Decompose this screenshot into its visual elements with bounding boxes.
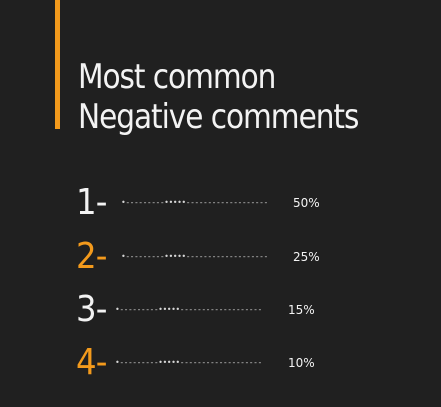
page-title: Most common Negative comments: [78, 57, 359, 137]
rank-number: 1-: [76, 182, 107, 223]
comment-item: 4- •---------•••••------------------- 10…: [76, 342, 321, 384]
comment-item: 1- •---------•••••------------------- 50…: [76, 182, 326, 224]
comment-percentage: 50%: [293, 196, 320, 210]
accent-bar: [55, 0, 60, 129]
comment-item: 2- •---------•••••------------------- 25…: [76, 236, 326, 278]
rank-number: 4-: [76, 342, 107, 383]
redacted-comment-text: •---------•••••-------------------: [115, 358, 262, 367]
comment-percentage: 15%: [288, 303, 315, 317]
rank-number: 3-: [76, 289, 107, 330]
rank-number: 2-: [76, 236, 107, 277]
comment-item: 3- •---------•••••------------------- 15…: [76, 289, 321, 331]
comment-percentage: 10%: [288, 356, 315, 370]
redacted-comment-text: •---------•••••-------------------: [121, 252, 268, 261]
comment-percentage: 25%: [293, 250, 320, 264]
redacted-comment-text: •---------•••••-------------------: [115, 305, 262, 314]
redacted-comment-text: •---------•••••-------------------: [121, 198, 268, 207]
